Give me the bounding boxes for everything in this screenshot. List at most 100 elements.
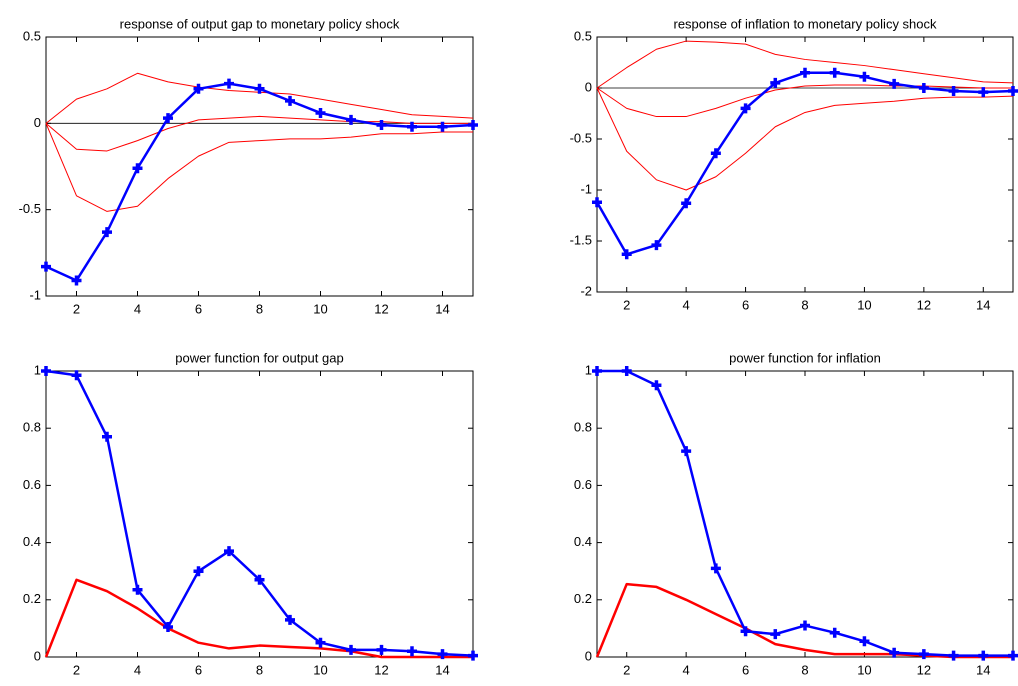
x-tick-label: 14: [435, 301, 449, 316]
x-tick-label: 14: [976, 297, 990, 312]
point-marker: [681, 446, 692, 457]
point-marker: [224, 78, 234, 89]
point-marker: [948, 86, 959, 97]
y-tick-label: 0: [585, 79, 592, 94]
point-marker: [193, 83, 204, 94]
series-line: [596, 84, 1013, 118]
y-tick-label: -1: [580, 181, 592, 196]
point-marker: [315, 107, 326, 118]
x-tick-label: 10: [313, 662, 327, 677]
point-marker: [163, 113, 173, 124]
point-marker: [437, 121, 448, 132]
axes-box: [596, 36, 1014, 293]
x-tick-label: 6: [195, 662, 202, 677]
x-tick-label: 12: [917, 297, 931, 312]
subplot: response of inflation to monetary policy…: [570, 16, 1018, 312]
point-marker: [829, 67, 840, 78]
x-tick-label: 8: [256, 301, 263, 316]
point-marker: [918, 83, 929, 93]
point-marker: [800, 67, 810, 78]
point-marker: [407, 646, 417, 657]
x-tick-label: 6: [742, 662, 749, 677]
point-marker: [71, 275, 82, 286]
point-marker: [978, 650, 989, 661]
point-marker: [1008, 86, 1018, 97]
point-marker: [346, 644, 356, 655]
subplot: power function for inflation 2 4 6 8 10 12 14 0 0…: [574, 350, 1018, 677]
point-marker: [889, 78, 900, 89]
chart-title: response of inflation to monetary policy…: [673, 16, 937, 31]
point-marker: [315, 637, 326, 648]
point-marker: [829, 627, 840, 638]
y-tick-label: 0.4: [23, 534, 41, 549]
y-tick-label: 1: [34, 362, 41, 377]
point-marker: [889, 647, 900, 658]
series-line: [44, 578, 473, 659]
point-marker: [621, 249, 632, 260]
y-tick-label: 0.2: [23, 591, 41, 606]
point-marker: [285, 614, 295, 625]
point-marker: [437, 649, 448, 660]
chart-title: response of output gap to monetary polic…: [120, 16, 400, 31]
point-marker: [681, 198, 692, 209]
y-tick-label: 0: [585, 648, 592, 663]
point-marker: [254, 574, 265, 585]
y-tick-label: -2: [580, 283, 592, 298]
point-marker: [407, 121, 417, 132]
x-tick-label: 2: [73, 301, 80, 316]
point-marker: [102, 431, 112, 442]
x-tick-label: 6: [742, 297, 749, 312]
point-marker: [224, 546, 234, 557]
axes-box: [45, 36, 474, 297]
y-tick-label: -1.5: [570, 232, 592, 247]
point-marker: [710, 148, 721, 159]
chart-title: power function for output gap: [175, 350, 343, 365]
x-tick-label: 14: [976, 662, 990, 677]
y-tick-label: 0.6: [23, 477, 41, 492]
x-tick-label: 2: [73, 662, 80, 677]
point-marker: [71, 370, 82, 381]
point-marker: [651, 380, 662, 391]
x-tick-label: 14: [435, 662, 449, 677]
point-marker: [346, 114, 356, 125]
x-tick-label: 12: [374, 662, 388, 677]
y-tick-label: -0.5: [570, 130, 592, 145]
y-tick-label: 0.8: [574, 420, 592, 435]
series-line: [596, 87, 1014, 191]
x-tick-label: 4: [134, 301, 141, 316]
point-marker: [948, 650, 959, 661]
series-line: [595, 582, 1013, 659]
subplot: power function for output gap 2 4 6 8 10 12 14 0…: [23, 350, 478, 677]
point-marker: [740, 626, 751, 637]
x-tick-label: 4: [134, 662, 141, 677]
x-tick-label: 12: [374, 301, 388, 316]
point-marker: [621, 366, 632, 376]
y-tick-label: 0.5: [574, 28, 592, 43]
y-tick-label: 0.4: [574, 534, 592, 549]
series-line: [45, 115, 473, 152]
point-marker: [800, 620, 810, 631]
point-marker: [710, 563, 721, 574]
point-marker: [285, 95, 295, 106]
y-tick-label: 0.2: [574, 591, 592, 606]
point-marker: [193, 566, 204, 577]
point-marker: [41, 261, 51, 272]
subplot: response of output gap to monetary polic…: [19, 16, 478, 316]
x-tick-label: 8: [801, 662, 808, 677]
point-marker: [770, 77, 781, 88]
x-tick-label: 8: [801, 297, 808, 312]
point-marker: [918, 649, 929, 660]
point-marker: [592, 197, 602, 208]
x-tick-label: 4: [683, 662, 690, 677]
point-marker: [740, 103, 751, 114]
y-tick-label: 0.8: [23, 420, 41, 435]
axes-box: [596, 370, 1014, 658]
x-tick-label: 2: [623, 662, 630, 677]
point-marker: [1008, 650, 1018, 661]
y-tick-label: 0.5: [23, 28, 41, 43]
point-marker: [132, 163, 143, 174]
point-marker: [376, 644, 387, 655]
x-tick-label: 8: [256, 662, 263, 677]
y-tick-label: 0: [34, 115, 41, 130]
